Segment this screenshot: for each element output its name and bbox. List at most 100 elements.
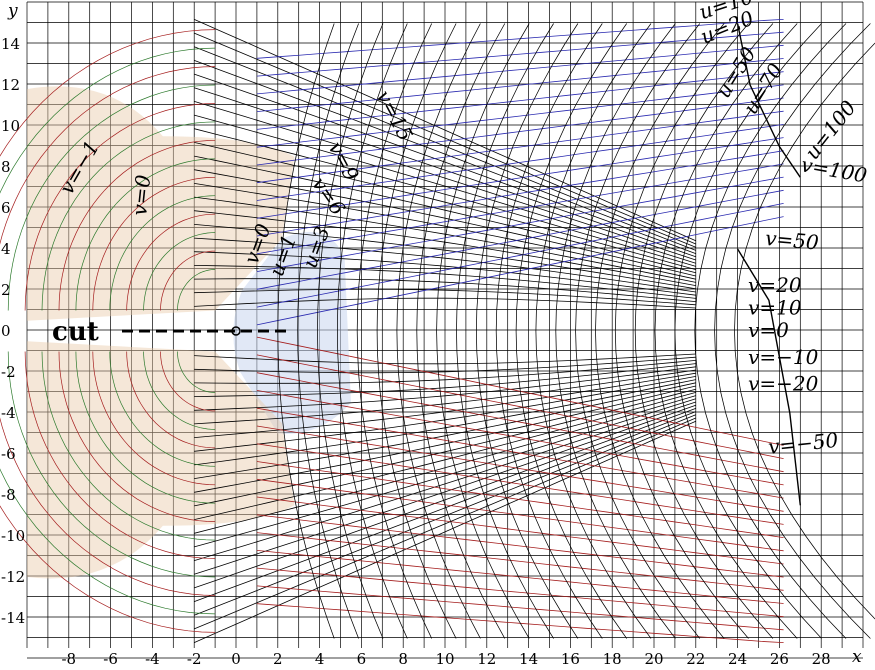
v-curve-upper: [256, 110, 784, 184]
curve-label: v=50: [764, 226, 820, 255]
left-arc: [143, 351, 216, 430]
left-arc: [75, 351, 216, 504]
u-arc: [416, 23, 506, 639]
x-tick-label: -8: [61, 650, 76, 668]
u-curve-lower: [194, 401, 696, 561]
u-curve-upper: [194, 210, 696, 286]
u-arc: [376, 23, 457, 639]
upper-left-region: [27, 86, 295, 321]
u-curve-upper: [194, 87, 696, 258]
y-tick-label: 14: [1, 35, 20, 53]
curve-label: v=−10: [748, 345, 819, 369]
x-tick-label: 10: [435, 650, 454, 668]
cut-label: cut: [52, 317, 99, 347]
u-arc: [396, 23, 481, 639]
u-curve-upper: [194, 169, 696, 277]
left-arc: [143, 232, 216, 311]
left-arc: [7, 351, 216, 578]
branch-cut: [122, 326, 292, 336]
u-curve-lower: [194, 372, 696, 438]
y-tick-label: 12: [1, 76, 20, 94]
v-curve-lower: [256, 585, 784, 631]
boundary-curve: [737, 248, 801, 506]
y-tick-label: -6: [1, 445, 16, 463]
u-arc: [734, 42, 875, 620]
x-tick-label: 8: [398, 650, 408, 668]
x-tick-label: 24: [728, 650, 747, 668]
left-arc: [0, 468, 216, 615]
left-arc: [126, 351, 216, 449]
u-arc: [674, 23, 822, 639]
u-curve-upper: [194, 183, 696, 280]
u-curve-lower: [194, 385, 696, 493]
v-curve-lower: [256, 478, 784, 552]
axes: -8 -6 -4 -2 0 2 4 6 8 10 12 14 16 18 20 22 24 26 28 141210…: [1, 1, 862, 668]
x-tick-label: -6: [103, 650, 118, 668]
boundary-curve: [736, 23, 801, 178]
v-curve-upper: [256, 97, 784, 166]
x-tick-label: 18: [603, 650, 622, 668]
left-arc: [75, 158, 216, 311]
left-arc: [160, 250, 216, 311]
u-curve-upper: [194, 142, 696, 270]
x-tick-label: 6: [357, 650, 367, 668]
u-curve-upper: [194, 19, 696, 242]
left-arc: [24, 103, 216, 311]
u-arc: [614, 23, 749, 639]
u-curve-lower: [194, 360, 696, 384]
u-arc: [476, 23, 579, 639]
u-curve-upper: [194, 155, 696, 274]
x-tick-label: 0: [231, 650, 241, 668]
left-arc: [177, 351, 216, 393]
u-curve-lower: [194, 363, 696, 397]
u-curve-lower: [194, 366, 696, 411]
y-tick-label: -10: [1, 527, 25, 545]
left-arc: [58, 351, 216, 522]
u-arc: [436, 23, 530, 639]
u-curve-lower: [194, 356, 696, 374]
v-curve-upper: [256, 176, 784, 272]
u-arc: [714, 23, 871, 639]
x-tick-label: 20: [644, 650, 663, 668]
x-tick-label: 12: [477, 650, 496, 668]
v-curve-upper: [256, 203, 784, 308]
y-tick-label: -8: [1, 486, 16, 504]
left-arc: [109, 351, 216, 467]
left-arc: [0, 505, 216, 633]
curve-label: v=10: [748, 296, 802, 320]
v-curve-lower: [256, 443, 784, 525]
left-arc: [58, 139, 216, 311]
u-curve-upper: [194, 128, 696, 267]
v-curve-upper: [256, 44, 784, 95]
u-curve-upper: [194, 251, 696, 296]
u-arc: [575, 23, 701, 639]
u-curve-lower: [194, 417, 696, 630]
v-curve-upper: [256, 124, 784, 201]
u-arc: [495, 23, 603, 639]
left-arc: [0, 66, 216, 245]
u-arc: [356, 23, 433, 639]
u-curve-lower: [194, 379, 696, 466]
left-arc: [7, 84, 216, 311]
left-arc: [92, 351, 216, 486]
curve-label: v=0: [748, 318, 789, 342]
left-arc: [92, 176, 216, 311]
u-arc: [694, 23, 847, 639]
lower-left-region: [27, 341, 295, 579]
v-curve-upper: [256, 150, 784, 237]
u-curve-upper: [194, 196, 696, 283]
curve-label: v=0: [127, 173, 155, 216]
v-curve-upper: [256, 58, 784, 112]
u-curve-upper: [194, 101, 696, 261]
y-tick-label: 6: [1, 199, 11, 217]
x-tick-label: 2: [273, 650, 283, 668]
v-curve-upper: [256, 137, 784, 219]
u-curve-upper: [194, 60, 696, 251]
u-curve-lower: [194, 414, 696, 616]
u-curve-upper: [194, 224, 696, 290]
u-curve-upper: [194, 288, 696, 306]
u-curve-upper: [194, 278, 696, 302]
v-curve-lower: [256, 390, 784, 486]
y-tick-labels: 14 12 10 8 6 4 2 0 -2 -4 -6 -8 -10 -12 -14: [1, 35, 25, 627]
y-axis-label: y: [7, 1, 18, 21]
